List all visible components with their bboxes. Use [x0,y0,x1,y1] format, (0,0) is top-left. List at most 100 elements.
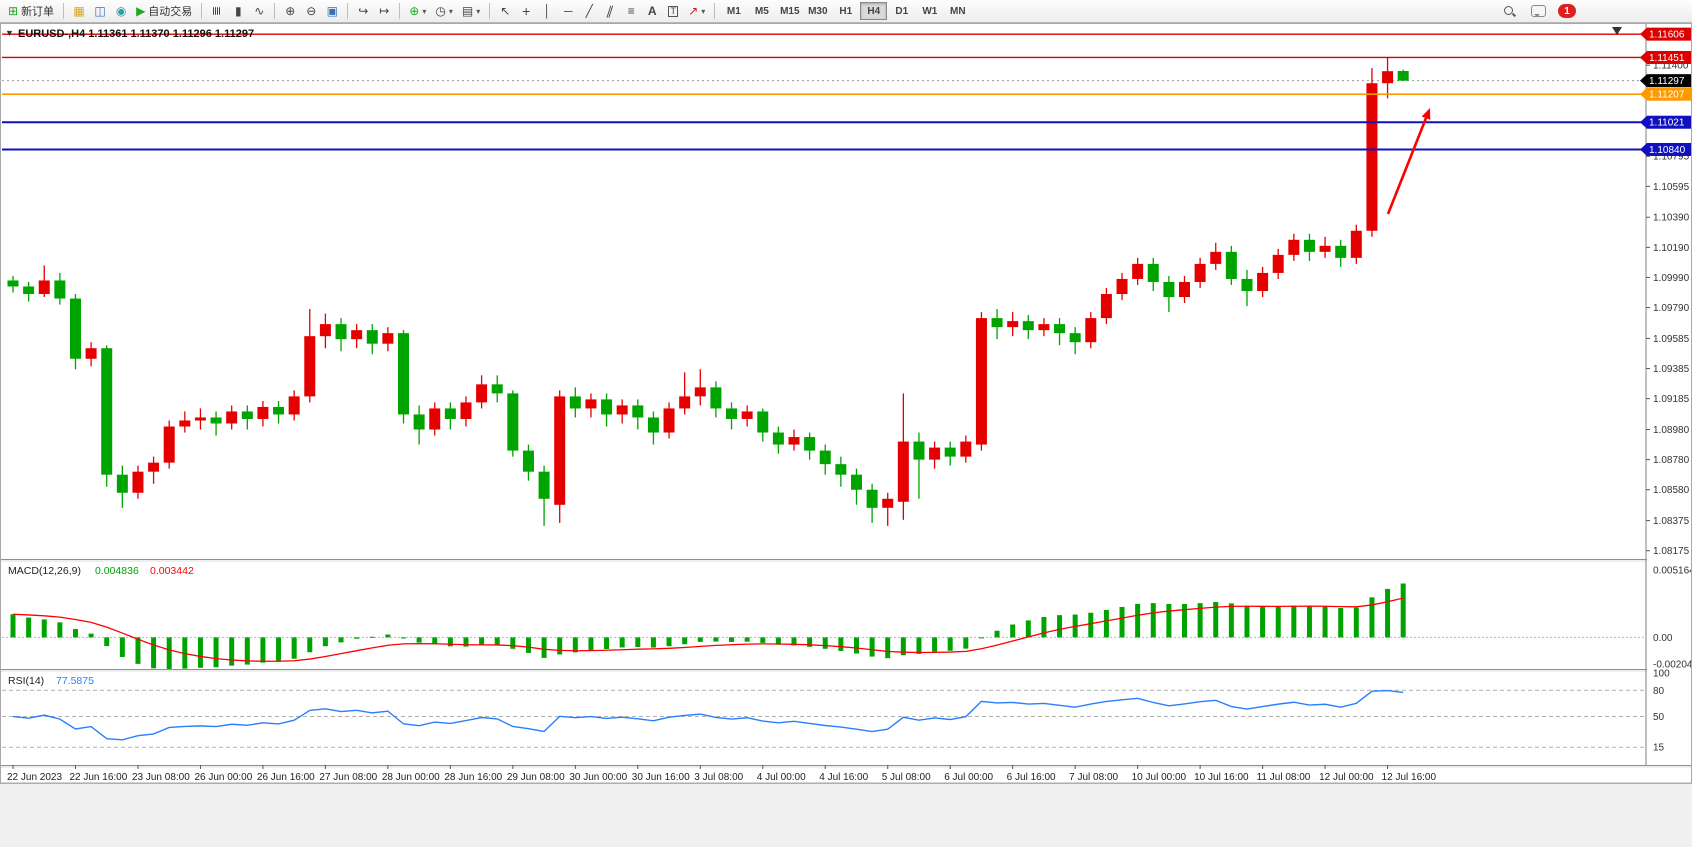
svg-text:1.11021: 1.11021 [1649,118,1685,129]
tile-windows-button[interactable]: ▣ [322,1,342,21]
macd-axis-zero: 0.00 [1653,633,1673,644]
macd-value-signal: 0.003442 [150,565,194,577]
trendline-tool-button[interactable]: ╱ [579,1,599,21]
candle-body [179,420,191,427]
candle-body [366,330,378,344]
macd-histogram-bar [729,637,735,642]
macd-histogram-bar [479,637,485,646]
price-axis-label: 1.10595 [1653,182,1690,193]
templates-button[interactable]: ▤ ▾ [458,1,484,21]
candle-body [522,450,534,472]
bottom-strip [0,783,1692,847]
candlestick-mode-button[interactable]: ▮ [228,1,248,21]
timeframe-m30-button[interactable]: M30 [804,2,831,20]
candle-body [429,408,441,430]
channel-tool-button[interactable]: ∥ [600,1,620,21]
macd-histogram-bar [57,622,63,638]
horizontal-line-tool-button[interactable]: ─ [558,1,578,21]
timeframe-w1-button[interactable]: W1 [916,2,943,20]
trend-arrow-annotation[interactable] [1386,108,1431,215]
bar-chart-mode-button[interactable]: ≣ [207,1,227,21]
candle-body [210,417,222,424]
macd-histogram-bar [1135,603,1141,638]
price-axis-label: 1.10390 [1653,213,1690,224]
timeframe-m1-button[interactable]: M1 [720,2,747,20]
macd-histogram-bar [916,637,922,654]
zoom-out-button[interactable]: ⊖ [301,1,321,21]
market-watch-button[interactable]: ◉ [111,1,131,21]
crosshair-tool-button[interactable]: + [516,1,536,21]
timeframe-m15-button[interactable]: M15 [776,2,803,20]
rsi-label: RSI(14) [8,675,44,687]
candle-body [476,384,488,403]
candle-body [69,298,81,359]
price-axis[interactable]: 1.11400 1.10795 1.10595 1.10390 1.10190 1.099… [1640,23,1692,765]
line-chart-mode-button[interactable]: ∿ [249,1,269,21]
svg-text:1.11207: 1.11207 [1649,90,1685,101]
cursor-icon: ↖ [500,4,511,18]
macd-histogram-bar [1228,603,1234,638]
charts-window-button[interactable]: ▦ [69,1,89,21]
macd-histogram-bar [760,637,766,643]
new-order-button[interactable]: ⊞ 新订单 [4,1,58,21]
toolbar-separator [274,3,276,19]
macd-histogram-bar [713,637,719,642]
toolbar-separator [201,3,203,19]
candle-body [101,348,113,475]
new-order-label: 新订单 [21,6,55,18]
text-tool-button[interactable]: A [642,1,662,21]
vertical-line-tool-button[interactable]: │ [537,1,557,21]
chart-shift-button[interactable]: ↦ [374,1,394,21]
quote-collapse-icon[interactable]: ▼ [5,28,14,38]
zoom-out-icon: ⊖ [306,4,317,18]
price-axis-label: 1.08980 [1653,425,1690,436]
time-axis-label: 29 Jun 08:00 [507,772,565,783]
auto-scroll-button[interactable]: ↪ [353,1,373,21]
macd-histogram-bar [197,637,203,668]
price-tag: 1.11021 [1640,115,1692,129]
time-axis-label: 26 Jun 00:00 [194,772,252,783]
notifications-button[interactable] [1527,1,1550,21]
price-chart-canvas[interactable]: ▼ EURUSD-,H4 1.11361 1.11370 1.11296 1.11… [0,23,1692,847]
cursor-tool-button[interactable]: ↖ [495,1,515,21]
chart-shift-marker[interactable] [1612,27,1622,35]
candle-body [897,441,909,502]
zoom-in-button[interactable]: ⊕ [280,1,300,21]
periods-button[interactable]: ◷ ▾ [431,1,457,21]
macd-histogram-bar [807,637,813,647]
macd-histogram-bar [1400,583,1406,638]
candle-body [1366,83,1378,231]
candle-body [54,280,66,299]
shapes-tool-button[interactable]: ↗ ▾ [684,1,709,21]
time-axis[interactable]: 22 Jun 2023 22 Jun 16:00 23 Jun 08:00 26 Ju… [7,765,1436,783]
candle-body [319,324,331,337]
macd-histogram-bar [994,630,1000,638]
timeframe-m5-button[interactable]: M5 [748,2,775,20]
message-bubble-icon [1531,5,1546,17]
macd-histogram-bar [307,637,313,653]
macd-signal-line [12,597,1404,662]
chevron-down-icon: ▾ [476,6,481,16]
text-label-tool-button[interactable]: T [663,1,683,21]
macd-histogram-bar [1291,605,1297,638]
candle-body [882,498,894,508]
fibonacci-tool-button[interactable]: ≡ [621,1,641,21]
timeframe-h1-button[interactable]: H1 [832,2,859,20]
profiles-button[interactable]: ◫ [90,1,110,21]
price-axis-label: 1.08780 [1653,455,1690,466]
macd-histogram-bar [838,637,844,651]
search-button[interactable] [1499,1,1519,21]
macd-histogram-bar [385,634,391,638]
rsi-value: 77.5875 [56,675,94,687]
timeframe-h4-button[interactable]: H4 [860,2,888,20]
indicators-button[interactable]: ⊕ ▾ [405,1,430,21]
timeframe-d1-button[interactable]: D1 [888,2,915,20]
candle-body [679,396,691,409]
notification-badge[interactable]: 1 [1558,4,1576,18]
candle-body [788,437,800,445]
timeframe-mn-button[interactable]: MN [944,2,971,20]
candle-body [1210,251,1222,264]
auto-trading-button[interactable]: ▶ 自动交易 [132,1,196,21]
template-icon: ▤ [461,4,474,18]
macd-histogram-bar [1213,602,1219,638]
